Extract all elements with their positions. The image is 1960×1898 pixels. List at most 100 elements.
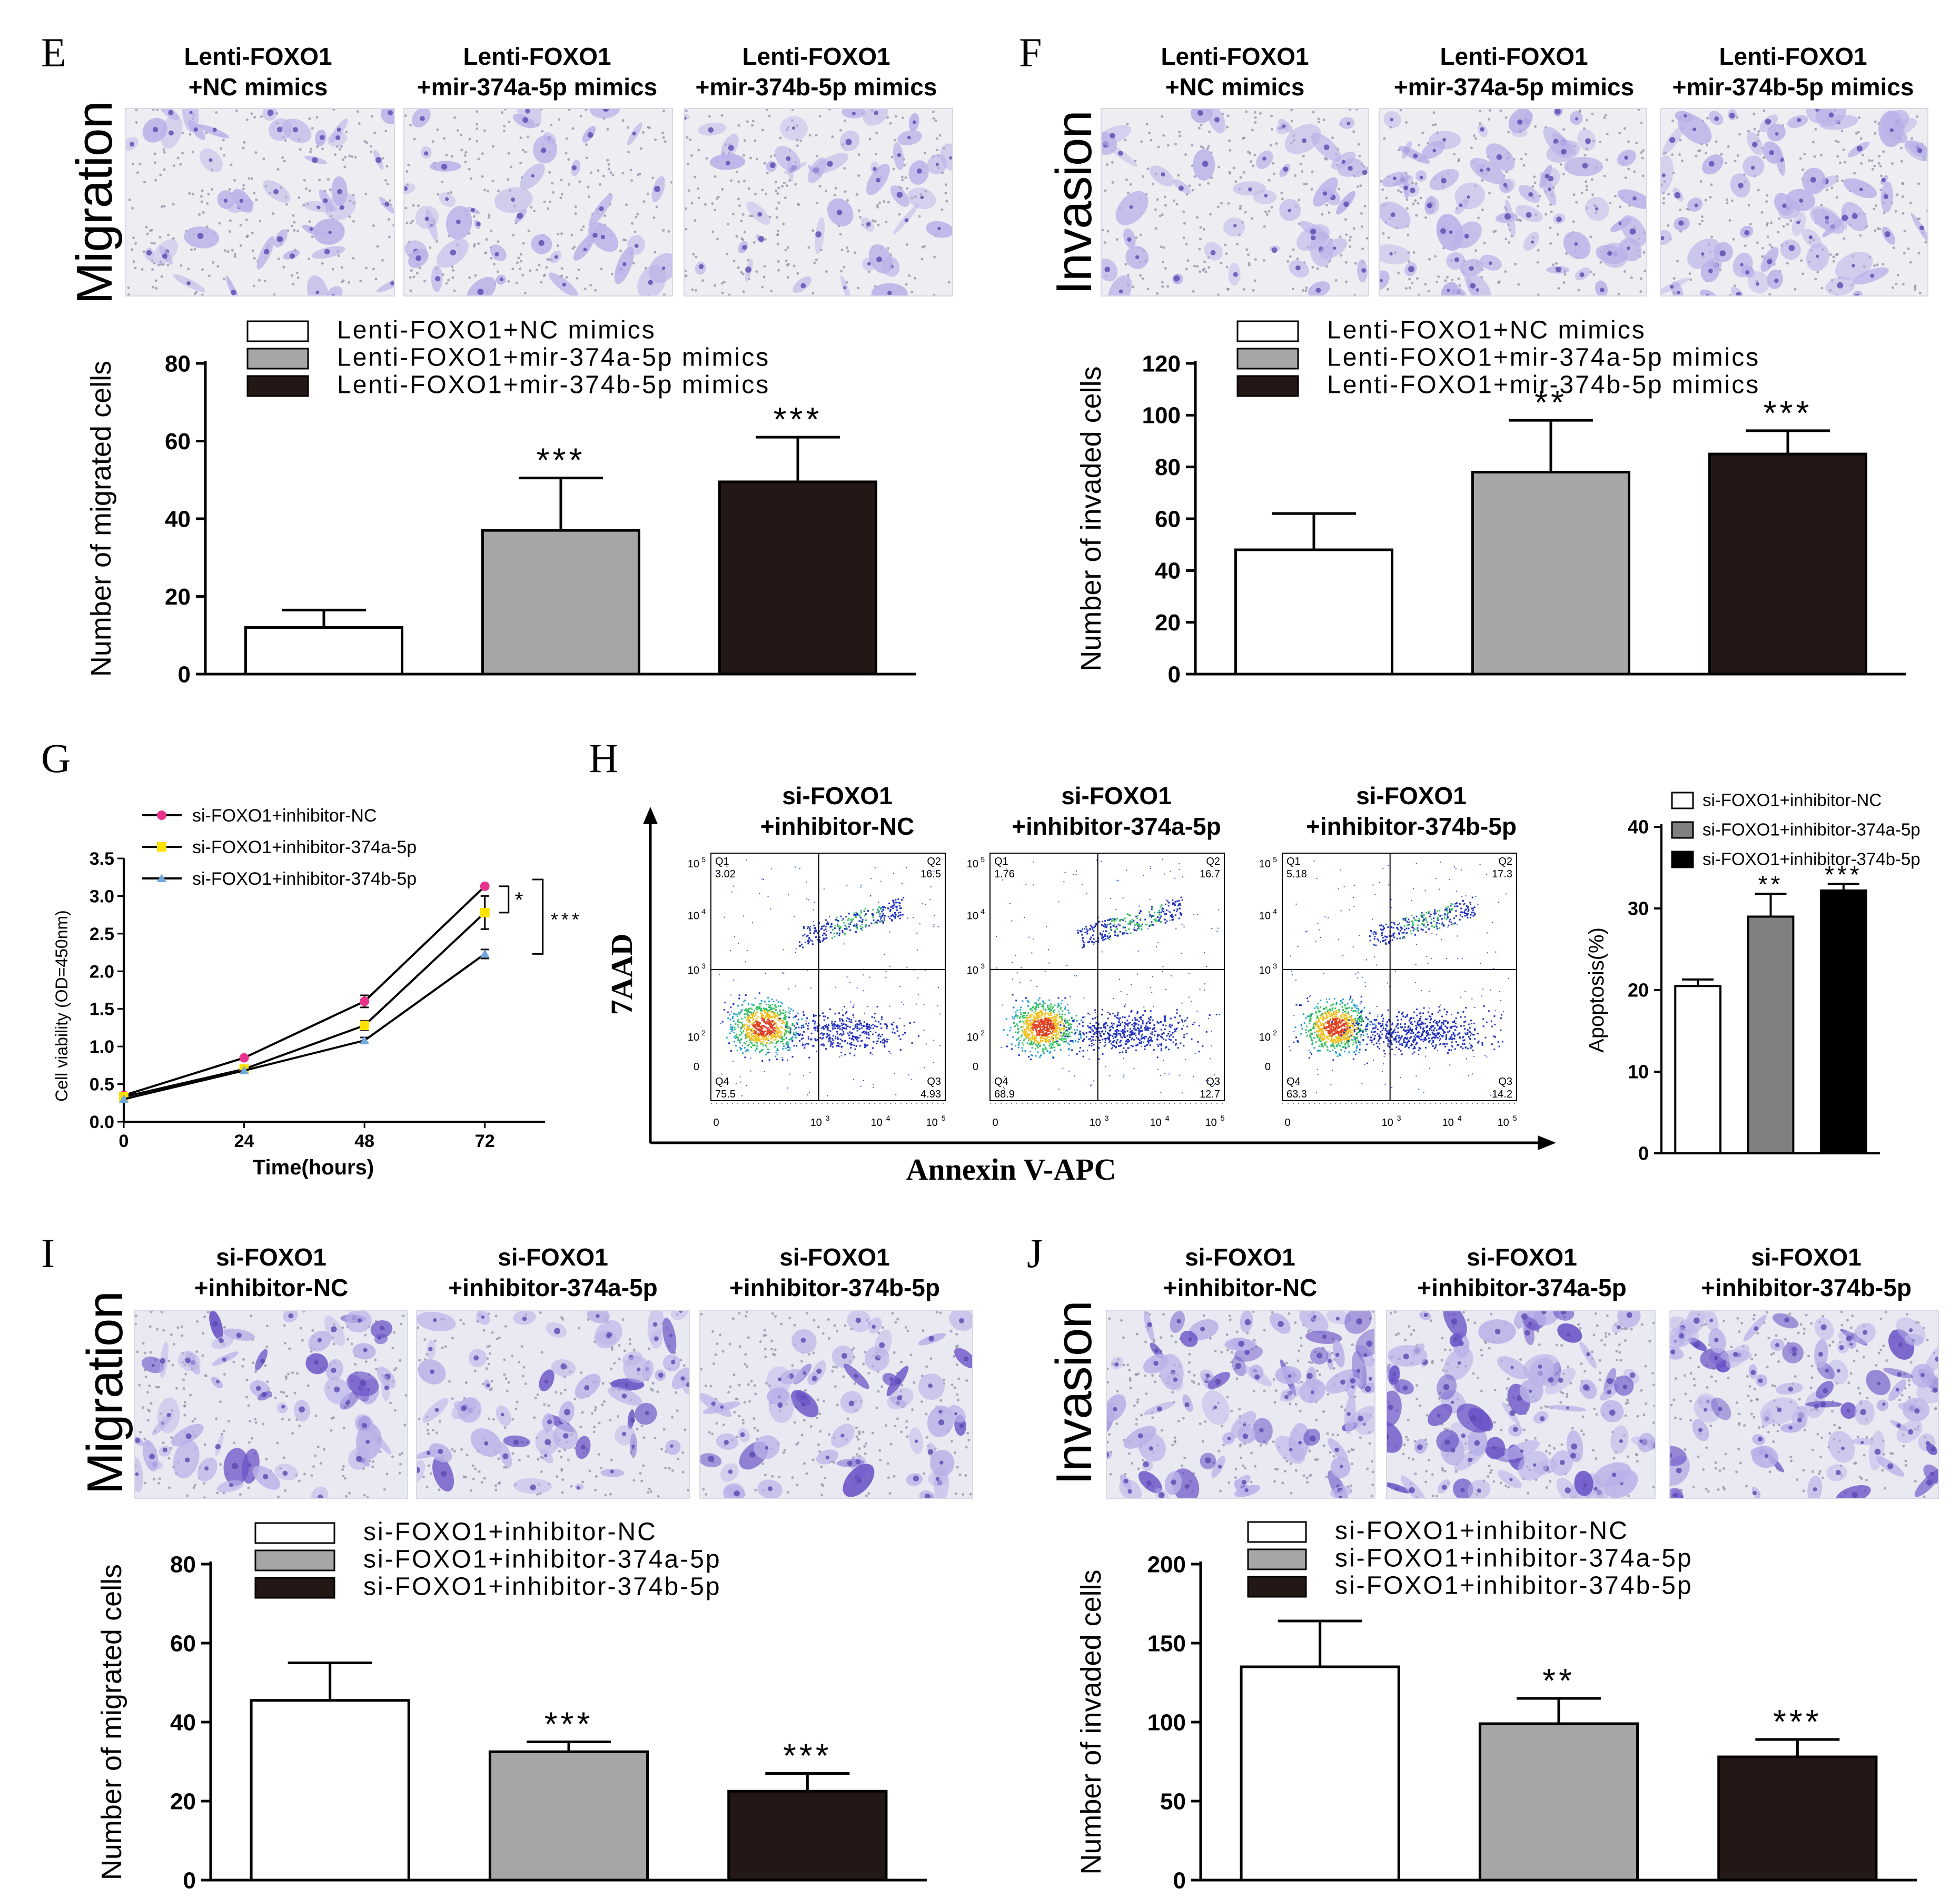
legend-swatch — [1247, 1521, 1307, 1543]
micro-svg — [1661, 109, 1927, 295]
y-tick-label: 20 — [1155, 610, 1181, 636]
legend-swatch — [1236, 375, 1299, 397]
panel-letter-g: G — [41, 735, 71, 781]
microscopy-image — [403, 108, 673, 296]
panel-letter-e: E — [41, 29, 66, 75]
x-tick-label: 10 — [810, 1117, 822, 1129]
legend-label: Lenti-FOXO1+NC mimics — [337, 316, 656, 344]
chart-svg: 0.0 0.5 1.0 1.5 2.0 2.5 3.0 3.5 0 24 48 72 Time(hour… — [52, 806, 579, 1179]
quadrant-value: 16.5 — [920, 868, 941, 880]
condition-label: si-FOXO1 +inhibitor-NC — [1163, 1243, 1318, 1301]
condition-label: si-FOXO1 +inhibitor-374b-5p — [1701, 1243, 1912, 1301]
y-axis-label: Number of migrated cells — [85, 361, 117, 677]
significance-marker: * — [515, 888, 523, 912]
y-tick-label: 40 — [170, 1709, 196, 1735]
y-tick-label: 150 — [1147, 1630, 1186, 1656]
legend-swatch — [1671, 821, 1694, 839]
quadrant-value: 17.3 — [1492, 868, 1512, 880]
y-tick-label: 10 — [688, 1032, 699, 1043]
y-tick-label: 0 — [1173, 1867, 1186, 1893]
quadrant-label: Q3 — [1206, 1076, 1220, 1088]
y-tick-label: 10 — [688, 911, 699, 922]
y-tick-exponent: 5 — [1273, 855, 1277, 864]
legend-label: Lenti-FOXO1+mir-374a-5p mimics — [337, 343, 770, 371]
condition-label: si-FOXO1 +inhibitor-374b-5p — [1306, 782, 1517, 840]
y-tick-label: 0 — [1168, 661, 1181, 687]
legend-label: si-FOXO1+inhibitor-374a-5p — [1702, 820, 1921, 839]
bar-chart-j: 0 50 100 150 200 Number of invaded cells ** ***… — [1053, 1511, 1948, 1893]
y-tick-label: 50 — [1160, 1788, 1186, 1814]
legend-marker — [157, 874, 166, 882]
x-tick-label: 0 — [1284, 1117, 1290, 1129]
legend-swatch — [254, 1522, 335, 1544]
micro-svg — [126, 109, 394, 295]
legend-swatch — [1247, 1576, 1307, 1598]
data-point — [360, 1035, 370, 1044]
legend-label: si-FOXO1+inhibitor-374a-5p — [192, 837, 417, 857]
legend-swatch — [254, 1577, 335, 1599]
x-tick-label: 24 — [234, 1131, 254, 1151]
legend-label: Lenti-FOXO1+NC mimics — [1327, 316, 1646, 344]
y-tick-label: 0 — [973, 1061, 978, 1073]
significance-marker: *** — [1825, 861, 1863, 888]
significance-marker: *** — [537, 441, 586, 479]
y-tick-label: 200 — [1147, 1551, 1186, 1577]
quadrant-label: Q1 — [715, 856, 729, 867]
legend-swatch — [1671, 792, 1694, 809]
quadrant-value: 68.9 — [994, 1089, 1015, 1100]
quadrant-value: 16.7 — [1200, 868, 1220, 880]
series-line — [123, 912, 486, 1098]
y-axis-label: Number of invaded cells — [1075, 1569, 1107, 1874]
y-tick-label: 0 — [1265, 1061, 1271, 1073]
quadrant-label: Q1 — [1286, 856, 1301, 867]
quadrant-label: Q1 — [994, 856, 1008, 867]
condition-label: Lenti-FOXO1 +NC mimics — [184, 43, 332, 101]
quadrant-label: Q2 — [927, 856, 941, 867]
micro-svg — [135, 1311, 407, 1498]
bar — [1674, 985, 1722, 1154]
legend-label: si-FOXO1+inhibitor-374b-5p — [363, 1573, 721, 1600]
legend-swatch — [1236, 320, 1299, 342]
x-tick-label: 10 — [1090, 1117, 1101, 1129]
bar — [1717, 1755, 1878, 1882]
density-cloud — [1288, 861, 1509, 1096]
significance-marker: *** — [774, 400, 823, 438]
y-axis-label: Cell viability (OD=450nm) — [52, 910, 71, 1102]
microscopy-image — [1669, 1310, 1939, 1499]
y-tick-label: 1.0 — [90, 1037, 114, 1057]
y-tick-label: 0.5 — [90, 1075, 114, 1095]
micro-svg — [1670, 1311, 1938, 1498]
y-tick-label: 10 — [688, 965, 699, 976]
y-tick-label: 10 — [1259, 1032, 1271, 1043]
y-tick-label: 10 — [1259, 911, 1271, 922]
y-tick-exponent: 3 — [1273, 962, 1277, 970]
y-axis-label: Number of invaded cells — [1075, 366, 1107, 671]
y-axis-label: 7AAD — [605, 934, 639, 1015]
bar — [244, 626, 403, 676]
y-tick-label: 10 — [967, 1032, 978, 1043]
condition-label: si-FOXO1 +inhibitor-374a-5p — [1012, 782, 1221, 840]
y-tick-label: 40 — [1628, 816, 1649, 838]
x-tick-label: 10 — [1150, 1117, 1162, 1129]
x-tick-exponent: 3 — [826, 1114, 830, 1122]
bar — [1478, 1722, 1639, 1882]
x-tick-exponent: 4 — [1165, 1114, 1170, 1122]
y-tick-label: 10 — [1628, 1061, 1649, 1083]
x-tick-label: 10 — [1498, 1117, 1509, 1129]
y-tick-exponent: 2 — [701, 1029, 706, 1037]
bar — [488, 1750, 649, 1882]
chart-svg: 0 20 40 60 80 Number of migrated cells *** *** s… — [96, 1518, 927, 1893]
microscopy-image — [1106, 1310, 1375, 1499]
condition-label: Lenti-FOXO1 +mir-374b-5p mimics — [1672, 43, 1914, 101]
bar — [1234, 548, 1393, 676]
legend-marker — [157, 810, 166, 820]
line-chart-g: 0.0 0.5 1.0 1.5 2.0 2.5 3.0 3.5 0 24 48 72 Time(hour… — [52, 790, 611, 1201]
y-tick-exponent: 4 — [701, 907, 706, 916]
quadrant-value: 75.5 — [715, 1089, 736, 1100]
y-tick-label: 40 — [1155, 558, 1181, 584]
legend-label: Lenti-FOXO1+mir-374a-5p mimics — [1327, 343, 1760, 371]
y-tick-label: 0 — [694, 1061, 699, 1073]
x-tick-label: 0 — [713, 1117, 719, 1129]
